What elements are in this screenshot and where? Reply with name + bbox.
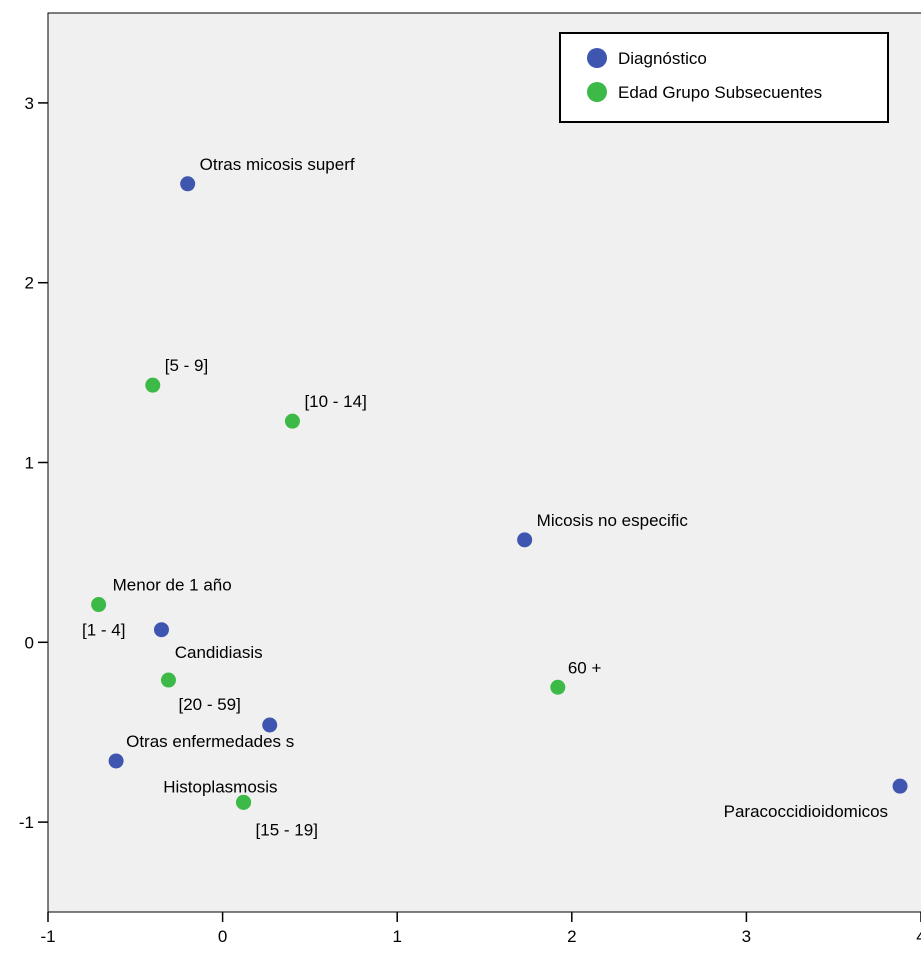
data-labels: Otras micosis superf Micosis no especific… xyxy=(82,155,888,840)
data-point-label: Histoplasmosis xyxy=(163,777,277,796)
y-axis: -1 0 1 2 3 xyxy=(19,94,48,832)
data-point-label: [15 - 19] xyxy=(256,820,318,839)
x-tick-label: 1 xyxy=(392,927,401,946)
y-tick-label: 2 xyxy=(25,274,34,293)
y-tick-label: 3 xyxy=(25,94,34,113)
legend-label-edad-grupo: Edad Grupo Subsecuentes xyxy=(618,83,822,102)
legend-label-diagnostico: Diagnóstico xyxy=(618,49,707,68)
data-point xyxy=(91,597,107,613)
x-tick-label: 2 xyxy=(567,927,576,946)
data-point xyxy=(180,176,196,192)
data-point-label: Micosis no especific xyxy=(537,511,689,530)
data-point-label: Paracoccidioidomicos xyxy=(724,802,888,821)
data-point-label: [5 - 9] xyxy=(165,356,208,375)
data-point-label: [10 - 14] xyxy=(304,392,366,411)
legend: Diagnóstico Edad Grupo Subsecuentes xyxy=(559,32,889,123)
data-point xyxy=(262,717,278,733)
data-point xyxy=(108,753,124,769)
data-point-label: [20 - 59] xyxy=(178,695,240,714)
data-point xyxy=(236,794,252,810)
plot-area xyxy=(47,12,921,913)
data-point-label: Otras micosis superf xyxy=(200,155,355,174)
data-point-label: Candidiasis xyxy=(175,643,263,662)
legend-marker-edad-grupo xyxy=(587,82,607,102)
data-point-label: Otras enfermedades s xyxy=(126,732,294,751)
x-tick-label: 3 xyxy=(742,927,751,946)
x-tick-label: -1 xyxy=(40,927,55,946)
data-point xyxy=(517,532,533,548)
data-point-label: Menor de 1 año xyxy=(113,576,232,595)
x-tick-label: 4 xyxy=(916,927,921,946)
data-point-label: [1 - 4] xyxy=(82,621,125,640)
data-point xyxy=(550,679,566,695)
x-axis: -1 0 1 2 3 4 xyxy=(40,912,921,946)
x-tick-label: 0 xyxy=(218,927,227,946)
data-point-label: 60 + xyxy=(568,658,602,677)
y-tick-label: 0 xyxy=(25,633,34,652)
data-point xyxy=(160,672,176,688)
y-tick-label: 1 xyxy=(25,454,34,473)
data-points xyxy=(91,176,908,810)
legend-marker-diagnostico xyxy=(587,48,607,68)
data-point xyxy=(145,377,161,393)
data-point xyxy=(284,413,300,429)
y-tick-label: -1 xyxy=(19,813,34,832)
legend-box xyxy=(559,32,889,123)
data-point xyxy=(892,778,908,794)
data-point xyxy=(153,622,169,638)
